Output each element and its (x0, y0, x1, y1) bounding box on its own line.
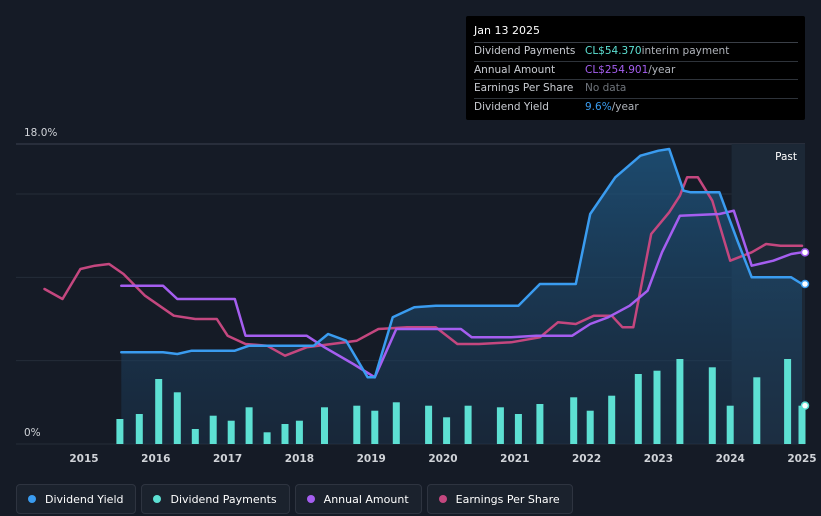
dividend-payment-bar (135, 414, 143, 444)
yield-area-fill (121, 149, 803, 444)
dividend-payment-bar (443, 417, 451, 444)
dividend-payment-bar (676, 359, 684, 444)
legend-dot-icon (306, 495, 315, 503)
dividend-payment-bar (227, 420, 235, 444)
x-tick-label: 2016 (141, 453, 170, 465)
tooltip-row-label: Dividend Yield (474, 100, 549, 113)
tooltip-row: Annual Amount CL$254.901/year (474, 62, 798, 80)
legend-label: Annual Amount (323, 492, 409, 506)
dividend-payment-bar (634, 374, 642, 444)
dividend-payment-bar (464, 405, 472, 444)
tooltip-row-value: CL$54.370 (585, 45, 642, 57)
legend-item-dividend-yield[interactable]: Dividend Yield (16, 484, 137, 514)
dividend-payment-bars (116, 359, 806, 444)
tooltip-row-suffix: interim payment (641, 45, 730, 57)
dividend-payment-bar (371, 410, 379, 444)
x-axis-ticks: 2015 2016 2017 2018 2019 2020 2021 2022 2023 2024… (69, 453, 816, 465)
x-tick-label: 2017 (213, 453, 242, 465)
tooltip-row-label: Earnings Per Share (474, 82, 574, 94)
dividend-payment-bar (191, 429, 199, 444)
x-tick-label: 2015 (69, 453, 98, 465)
dividend-payment-bar (708, 367, 716, 444)
tooltip-date: Jan 13 2025 (474, 22, 798, 43)
dividend-payment-bar (245, 407, 253, 444)
y-tick-label-top: 18.0% (24, 127, 57, 139)
x-tick-label: 2022 (572, 453, 601, 465)
x-tick-label: 2023 (644, 453, 673, 465)
y-tick-label-bottom: 0% (24, 427, 41, 439)
dividend-payment-bar (586, 410, 594, 444)
eps-line (43, 176, 804, 357)
dividend-payment-bar (116, 419, 124, 444)
dividend-payment-bar (753, 377, 761, 444)
dividend-payment-bar (173, 392, 181, 444)
x-tick-label: 2020 (428, 453, 457, 465)
x-tick-label: 2024 (716, 453, 745, 465)
tooltip-row-value: No data (585, 82, 627, 94)
dividend-payment-bar (155, 379, 163, 444)
tooltip-row-value: 9.6% (585, 100, 612, 113)
dividend-chart: 18.0% 0% Past 2015 2016 2017 2018 2019 2020 20… (16, 127, 817, 465)
tooltip-row-label: Dividend Payments (474, 45, 576, 57)
x-tick-label: 2025 (787, 453, 816, 465)
dividend-payment-bar (798, 405, 806, 444)
tooltip-row: Dividend Payments CL$54.370 interim payme… (474, 43, 798, 62)
tooltip-row-value: CL$254.901 (585, 63, 649, 76)
tooltip-row-suffix: /year (611, 100, 639, 113)
dividend-payment-bar (392, 402, 400, 444)
legend-item-earnings-per-share[interactable]: Earnings Per Share (426, 484, 573, 514)
tooltip-row: Dividend Yield 9.6%/year (474, 99, 798, 117)
dividend-payment-bar (321, 407, 328, 444)
end-markers (800, 248, 810, 410)
legend-label: Earnings Per Share (455, 492, 560, 506)
legend-label: Dividend Payments (170, 492, 277, 506)
x-tick-label: 2021 (500, 453, 529, 465)
legend-item-dividend-payments[interactable]: Dividend Payments (141, 484, 290, 514)
dividend-payment-bar (653, 370, 661, 444)
legend-dot-icon (153, 495, 162, 503)
chart-legend: Dividend Yield Dividend Payments Annual Am… (16, 484, 573, 514)
legend-label: Dividend Yield (45, 492, 124, 506)
dividend-payment-bar (496, 407, 504, 444)
dividend-payment-bar (425, 405, 433, 444)
dividend-payment-bar (784, 359, 792, 444)
past-label: Past (775, 151, 797, 163)
dividend-payment-bar (353, 405, 361, 444)
series-lines (43, 147, 804, 379)
dividend-payment-bar (608, 395, 616, 444)
dividend-payment-bar (570, 397, 578, 444)
legend-dot-icon (28, 495, 36, 503)
dividend-payment-bar (295, 420, 303, 444)
dividend-payment-bar (514, 414, 522, 444)
dividend-payment-bar (536, 404, 544, 444)
end-marker (800, 279, 810, 289)
x-tick-label: 2019 (357, 453, 386, 465)
tooltip-row-suffix: /year (648, 63, 676, 76)
dividend-payment-bar (263, 432, 271, 444)
dividend-yield-line (120, 147, 804, 379)
tooltip-row: Earnings Per Share No data (474, 80, 798, 99)
data-tooltip: Jan 13 2025 Dividend Payments CL$54.370 i… (466, 16, 805, 120)
yield-area (121, 149, 803, 444)
legend-dot-icon (438, 495, 447, 503)
end-marker (800, 248, 810, 257)
dividend-payment-bar (209, 415, 217, 444)
end-marker (800, 401, 810, 410)
tooltip-row-label: Annual Amount (474, 63, 556, 76)
x-tick-label: 2018 (285, 453, 314, 465)
dividend-payment-bar (726, 405, 734, 444)
legend-item-annual-amount[interactable]: Annual Amount (294, 484, 422, 514)
dividend-payment-bar (281, 424, 289, 444)
